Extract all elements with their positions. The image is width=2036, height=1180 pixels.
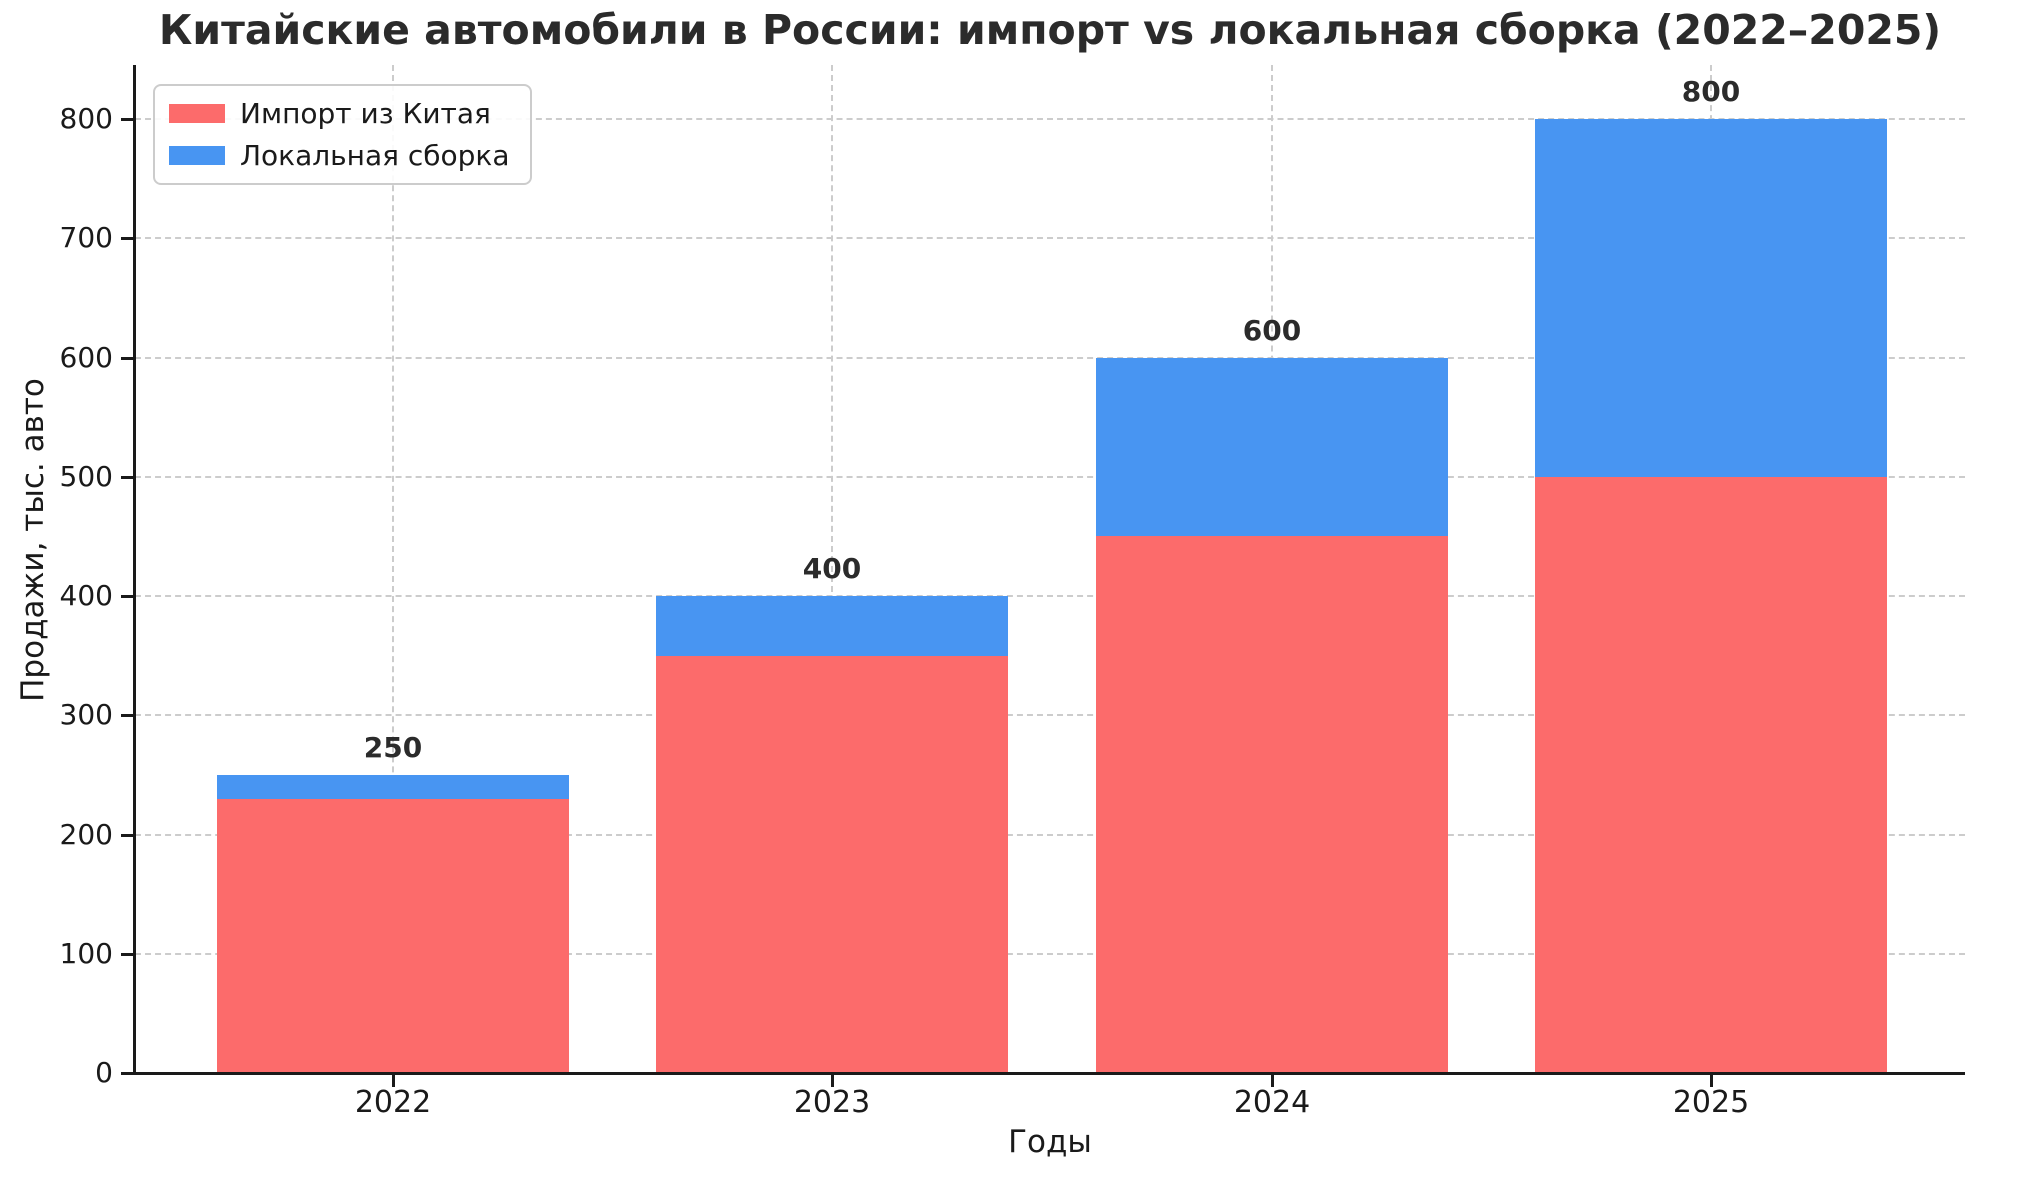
bar-segment-local-2025 — [1535, 119, 1887, 477]
legend-item-local-assembly: Локальная сборка — [169, 139, 510, 172]
y-tick-label: 200 — [59, 817, 113, 851]
y-tick-label: 100 — [59, 936, 113, 970]
y-tick-mark — [121, 833, 133, 837]
gridline-horizontal — [135, 833, 1965, 836]
x-tick-mark — [1271, 1075, 1274, 1087]
bar-total-label-2025: 800 — [1681, 75, 1741, 108]
x-axis-label: Годы — [1008, 1124, 1092, 1160]
x-tick-mark — [831, 1075, 834, 1087]
bar-segment-local-2024 — [1096, 357, 1448, 537]
gridline-horizontal — [135, 237, 1965, 240]
y-tick-label: 400 — [59, 579, 113, 612]
gridline-horizontal — [135, 714, 1965, 717]
x-tick-mark — [1710, 1075, 1713, 1087]
gridline-horizontal — [135, 118, 1965, 120]
gridline-horizontal — [135, 595, 1965, 597]
y-tick-mark — [121, 237, 133, 241]
y-tick-mark — [121, 475, 133, 479]
y-tick-label: 0 — [95, 1056, 113, 1089]
x-tick-label: 2022 — [354, 1085, 432, 1120]
legend: Импорт из Китая Локальная сборка — [153, 84, 532, 185]
gridline-horizontal — [135, 356, 1965, 359]
y-tick-label: 800 — [59, 102, 113, 135]
y-tick-mark — [121, 356, 133, 360]
bar-total-label-2022: 250 — [363, 730, 423, 764]
y-tick-label: 300 — [59, 698, 113, 732]
y-tick-mark — [121, 952, 133, 956]
bar-segment-import-2022 — [217, 798, 569, 1073]
y-tick-mark — [121, 714, 133, 718]
x-tick-label: 2024 — [1233, 1085, 1311, 1120]
x-tick-mark — [392, 1075, 395, 1087]
y-tick-mark — [121, 118, 133, 121]
chart-title: Китайские автомобили в России: импорт vs… — [158, 6, 1942, 54]
bar-total-label-2023: 400 — [802, 552, 862, 585]
legend-label-import: Импорт из Китая — [240, 97, 491, 130]
y-tick-mark — [121, 595, 133, 598]
bar-segment-local-2022 — [217, 774, 569, 799]
bar-segment-local-2023 — [656, 596, 1008, 656]
gridline-vertical — [831, 65, 833, 1073]
legend-swatch-local-assembly — [169, 146, 225, 165]
y-tick-label: 700 — [59, 221, 113, 255]
y-tick-label: 500 — [59, 459, 113, 493]
legend-swatch-import — [169, 104, 225, 123]
bar-segment-import-2025 — [1535, 476, 1887, 1073]
x-axis-spine — [133, 1072, 1965, 1075]
bar-total-label-2024: 600 — [1242, 313, 1302, 347]
gridline-horizontal — [135, 952, 1965, 955]
x-tick-label: 2025 — [1672, 1085, 1750, 1120]
legend-item-import: Импорт из Китая — [169, 97, 510, 130]
y-tick-mark — [121, 1072, 133, 1075]
legend-label-local-assembly: Локальная сборка — [240, 139, 510, 172]
x-tick-label: 2023 — [793, 1085, 871, 1120]
y-axis-spine — [133, 65, 136, 1075]
gridline-horizontal — [135, 475, 1965, 478]
bar-segment-import-2023 — [656, 655, 1008, 1073]
y-tick-label: 600 — [59, 340, 113, 374]
gridline-vertical — [392, 65, 394, 1073]
bar-segment-import-2024 — [1096, 536, 1448, 1073]
